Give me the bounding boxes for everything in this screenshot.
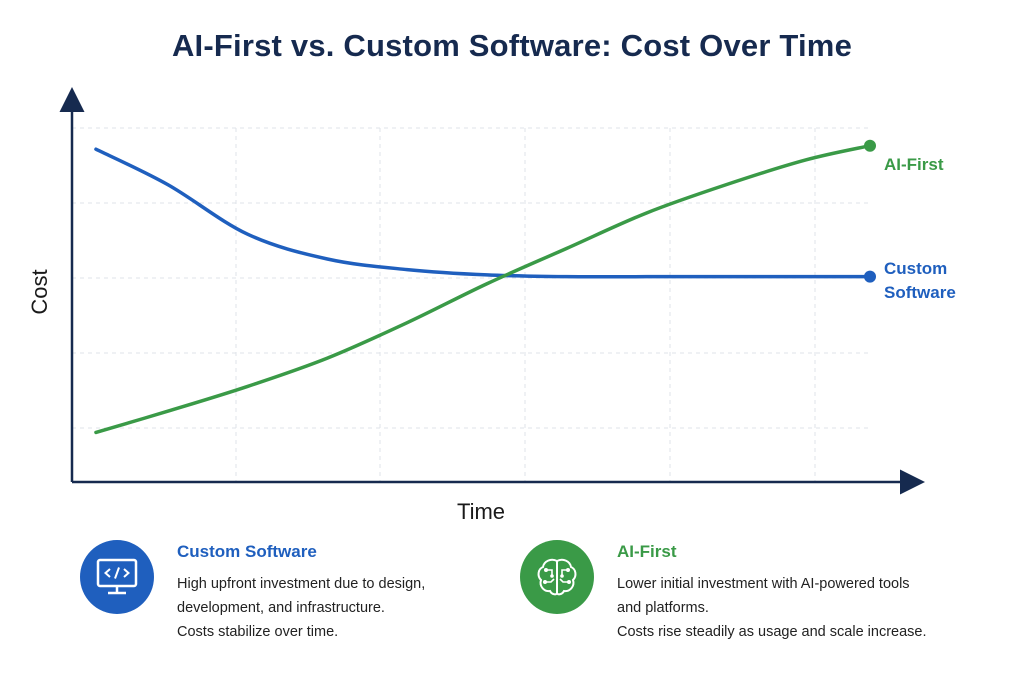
series-line-ai-first — [94, 143, 872, 435]
legend-custom-software: Custom Software High upfront investment … — [80, 538, 500, 648]
legend-custom-line-1: High upfront investment due to design, — [177, 576, 426, 592]
legend-ai-line-2: and platforms. — [617, 600, 709, 616]
grid — [72, 127, 870, 482]
legend-ai-line-1: Lower initial investment with AI-powered… — [617, 576, 910, 592]
series-end-marker-ai-first — [864, 139, 876, 152]
legend-ai-title: AI-First — [617, 542, 677, 561]
custom-software-end-label: Custom Software — [884, 259, 956, 302]
series-line-custom-software — [94, 147, 872, 279]
legend-ai-line-3: Costs rise steadily as usage and scale i… — [617, 624, 927, 640]
legend-ai-description: Lower initial investment with AI-powered… — [617, 572, 947, 644]
custom-software-label-line-1: Custom — [884, 259, 947, 278]
code-monitor-icon — [80, 540, 154, 614]
brain-circuit-icon — [520, 540, 594, 614]
custom-software-label-line-2: Software — [884, 283, 956, 302]
series-end-marker-custom-software — [864, 270, 876, 283]
chart-title: AI-First vs. Custom Software: Cost Over … — [171, 28, 853, 63]
ai-first-end-label: AI-First — [884, 155, 944, 174]
x-axis-label: Time — [457, 499, 505, 524]
series-layer — [94, 139, 876, 435]
legend-custom-title: Custom Software — [177, 542, 317, 561]
legend-custom-description: High upfront investment due to design, d… — [177, 572, 507, 644]
y-axis-label: Cost — [27, 269, 52, 314]
legend-ai-first: AI-First Lower initial investment with A… — [520, 538, 940, 648]
legend-custom-line-2: development, and infrastructure. — [177, 600, 385, 616]
legend-custom-line-3: Costs stabilize over time. — [177, 624, 339, 640]
